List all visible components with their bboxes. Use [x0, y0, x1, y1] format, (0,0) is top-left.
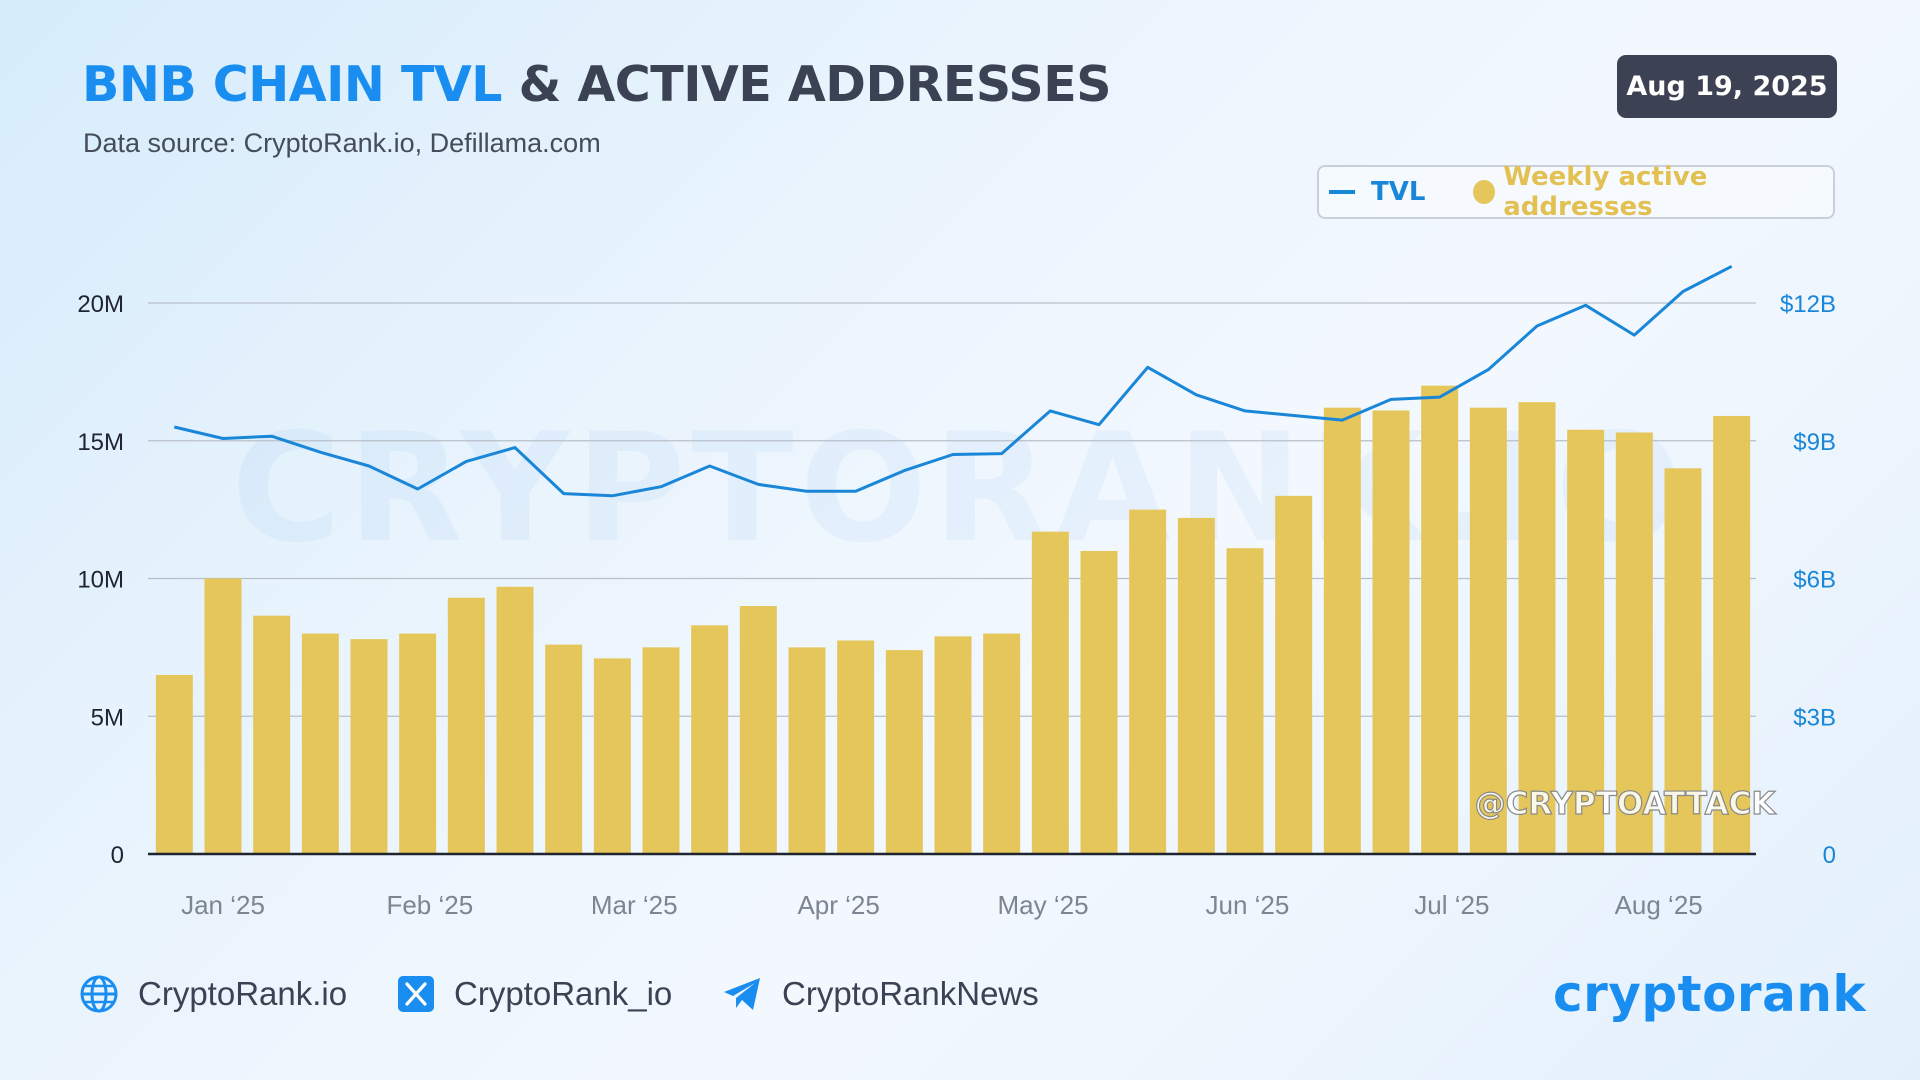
bar-active-addresses	[350, 639, 388, 854]
x-axis-tick-label: Jun ‘25	[1206, 890, 1290, 920]
bar-active-addresses	[447, 597, 485, 854]
bar-active-addresses	[1713, 415, 1751, 854]
bar-active-addresses	[1372, 410, 1410, 854]
bar-active-addresses	[1469, 407, 1507, 854]
bar-active-addresses	[1177, 517, 1215, 854]
tvl-line-swatch	[1329, 190, 1355, 194]
active-addresses-bars	[155, 385, 1751, 854]
bar-active-addresses	[1323, 407, 1361, 854]
bar-active-addresses	[155, 674, 193, 854]
bar-active-addresses	[1031, 531, 1069, 854]
left-axis-tick-label: 0	[111, 842, 124, 869]
bar-active-addresses	[496, 586, 534, 854]
x-axis-tick-label: Apr ‘25	[797, 890, 879, 920]
cryptoattack-watermark: @CRYPTOATTACK	[1475, 786, 1777, 822]
legend-item-active-addresses: Weekly active addresses	[1425, 162, 1833, 222]
chart-title: BNB CHAIN TVL & ACTIVE ADDRESSES	[82, 56, 1111, 113]
cryptorank-logo: cryptorank	[1553, 965, 1867, 1023]
x-logo-icon	[398, 976, 434, 1012]
bar-active-addresses	[1567, 429, 1605, 854]
left-axis-tick-label: 20M	[77, 291, 124, 318]
legend-active-addresses-label: Weekly active addresses	[1503, 162, 1708, 222]
bar-active-addresses	[399, 633, 437, 854]
bar-active-addresses	[1080, 550, 1118, 854]
left-axis-tick-label: 5M	[91, 704, 124, 731]
legend-tvl-label: TVL	[1371, 177, 1426, 207]
chart-legend: TVL Weekly active addresses	[1317, 162, 1835, 222]
tvl-line-series	[173, 264, 1733, 498]
bar-active-addresses	[1226, 548, 1264, 854]
bar-active-addresses	[1518, 402, 1556, 854]
footer-telegram[interactable]: CryptoRankNews	[722, 975, 1039, 1013]
bar-active-addresses	[204, 578, 242, 854]
bar-active-addresses	[739, 606, 777, 854]
bar-active-addresses	[885, 650, 923, 854]
footer-website-label: CryptoRank.io	[138, 975, 348, 1012]
globe-icon	[80, 975, 118, 1013]
x-axis-tick-label: Mar ‘25	[591, 890, 678, 920]
bar-active-addresses	[934, 636, 972, 854]
bar-active-addresses	[1129, 509, 1167, 854]
bar-active-addresses	[642, 647, 680, 854]
footer-website[interactable]: CryptoRank.io	[80, 975, 347, 1013]
telegram-icon	[724, 978, 760, 1010]
bar-active-addresses	[1664, 468, 1702, 854]
date-badge: Aug 19, 2025	[1617, 55, 1837, 118]
right-axis-tick-label: $3B	[1793, 704, 1836, 731]
chart-title-rest: & ACTIVE ADDRESSES	[502, 56, 1112, 113]
left-axis-tick-label: 15M	[77, 429, 124, 456]
bar-active-addresses	[545, 644, 583, 854]
bar-active-addresses	[983, 633, 1021, 854]
tvl-line	[173, 264, 1733, 498]
bar-active-addresses	[788, 647, 826, 854]
x-axis-tick-label: Aug ‘25	[1615, 890, 1703, 920]
bar-active-addresses	[691, 625, 729, 854]
left-axis-tick-label: 10M	[77, 567, 124, 594]
bar-active-addresses	[301, 633, 339, 854]
x-axis-tick-label: Feb ‘25	[386, 890, 473, 920]
bar-active-addresses	[1615, 432, 1653, 854]
legend-item-tvl: TVL	[1329, 177, 1425, 207]
bar-active-addresses	[1421, 385, 1459, 854]
right-axis-tick-label: $6B	[1793, 567, 1836, 594]
bar-active-addresses	[837, 640, 875, 854]
active-addresses-dot-swatch	[1473, 180, 1496, 204]
bar-active-addresses	[253, 615, 291, 854]
x-axis-ticks: Jan ‘25 Feb ‘25 Mar ‘25 Apr ‘25 May ‘25 Jun ‘…	[181, 890, 1703, 920]
right-axis-tick-label: 0	[1823, 842, 1836, 869]
footer-twitter-label: CryptoRank_io	[454, 975, 673, 1012]
right-axis-tick-label: $9B	[1793, 429, 1836, 456]
x-axis-tick-label: Jan ‘25	[181, 890, 265, 920]
bar-active-addresses	[1275, 495, 1313, 854]
footer-twitter[interactable]: CryptoRank_io	[398, 975, 672, 1013]
bar-active-addresses	[593, 658, 631, 854]
data-source-subtitle: Data source: CryptoRank.io, Defillama.co…	[83, 128, 601, 158]
right-axis-ticks: 0 $3B $6B $9B $12B	[1780, 291, 1836, 869]
x-axis-tick-label: Jul ‘25	[1414, 890, 1489, 920]
left-axis-ticks: 0 5M 10M 15M 20M	[77, 291, 124, 869]
footer-telegram-label: CryptoRankNews	[782, 975, 1039, 1012]
chart-title-highlight: BNB CHAIN TVL	[82, 56, 503, 113]
right-axis-tick-label: $12B	[1780, 291, 1836, 318]
x-axis-tick-label: May ‘25	[998, 890, 1089, 920]
